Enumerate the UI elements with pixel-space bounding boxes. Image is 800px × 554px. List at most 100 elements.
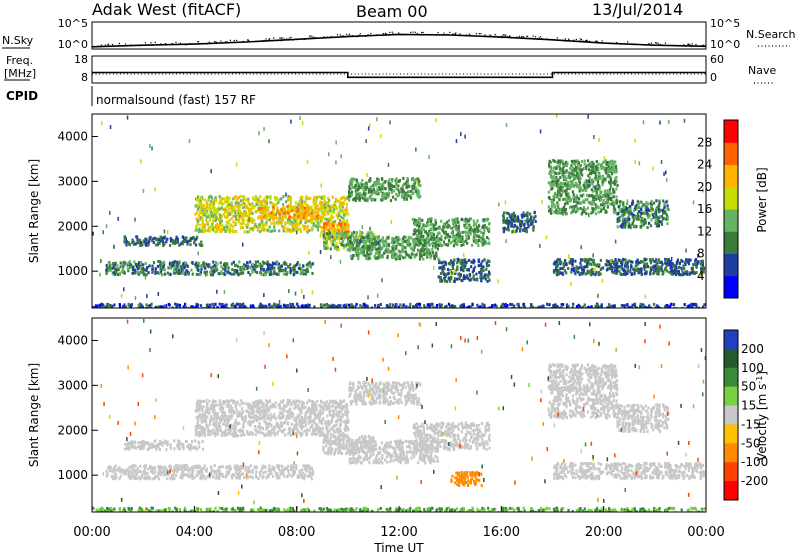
power-cell bbox=[411, 186, 414, 190]
power-cell bbox=[336, 227, 339, 231]
power-cell bbox=[517, 218, 520, 222]
power-cell bbox=[472, 258, 475, 262]
power-cell bbox=[624, 223, 627, 227]
power-cell bbox=[178, 243, 181, 247]
power-cell bbox=[263, 211, 266, 215]
power-cell bbox=[416, 177, 419, 181]
power-cell bbox=[208, 263, 211, 267]
power-cell bbox=[449, 235, 452, 239]
power-cell bbox=[579, 163, 582, 167]
power-cell bbox=[587, 159, 590, 163]
power-cell bbox=[650, 259, 653, 263]
power-cell bbox=[361, 253, 365, 257]
power-cell bbox=[660, 260, 663, 264]
nsky-point bbox=[449, 31, 451, 33]
power-cell bbox=[443, 243, 446, 246]
power-cell bbox=[390, 183, 393, 187]
power-cell bbox=[235, 263, 238, 267]
power-cell bbox=[159, 263, 162, 267]
power-cell bbox=[295, 212, 298, 216]
power-cell bbox=[428, 229, 431, 233]
power-cell bbox=[237, 213, 240, 217]
power-cell bbox=[397, 255, 400, 259]
power-cell bbox=[461, 230, 464, 234]
power-cell bbox=[218, 213, 222, 217]
power-cell bbox=[382, 242, 385, 246]
power-cell bbox=[578, 172, 581, 176]
power-cell bbox=[666, 204, 669, 208]
power-cell bbox=[696, 261, 699, 265]
power-cell bbox=[563, 189, 566, 193]
power-cell bbox=[395, 192, 398, 196]
power-cell bbox=[256, 228, 259, 232]
power-cell bbox=[655, 199, 658, 203]
power-cell bbox=[342, 233, 346, 237]
power-cell bbox=[552, 166, 555, 170]
power-cell bbox=[233, 272, 236, 276]
power-cell bbox=[418, 254, 422, 258]
power-cell bbox=[367, 245, 370, 248]
power-cell bbox=[397, 236, 400, 240]
power-cell bbox=[193, 238, 196, 242]
power-cell bbox=[432, 236, 435, 239]
power-cell bbox=[483, 229, 486, 233]
power-cell bbox=[624, 217, 627, 221]
power-cell bbox=[426, 254, 429, 257]
power-cell bbox=[666, 222, 669, 226]
power-cell bbox=[349, 181, 352, 184]
power-cell bbox=[571, 159, 574, 163]
power-cell bbox=[323, 200, 326, 204]
power-cell bbox=[553, 205, 556, 209]
power-cell bbox=[683, 267, 686, 271]
power-cell bbox=[388, 178, 391, 182]
power-cell bbox=[312, 222, 316, 226]
power-cell bbox=[416, 194, 419, 198]
power-cell bbox=[243, 214, 246, 218]
power-cell bbox=[238, 214, 241, 218]
power-cell bbox=[636, 269, 639, 273]
nsky-point bbox=[526, 35, 529, 37]
power-cell bbox=[270, 222, 273, 225]
power-cell bbox=[413, 242, 416, 246]
power-cell bbox=[599, 198, 602, 202]
power-cell bbox=[563, 262, 566, 266]
nsky-point bbox=[310, 37, 312, 39]
power-cell bbox=[185, 306, 188, 308]
nsky-point bbox=[391, 31, 393, 33]
power-cell bbox=[577, 201, 580, 205]
power-cell bbox=[138, 266, 141, 270]
power-cell bbox=[258, 207, 261, 211]
power-cell bbox=[429, 217, 432, 221]
power-cell bbox=[453, 280, 456, 284]
power-cell bbox=[303, 227, 306, 231]
power-cell bbox=[226, 210, 229, 214]
power-cell bbox=[550, 205, 553, 209]
power-cell bbox=[312, 200, 315, 204]
power-cell bbox=[417, 182, 420, 186]
power-cell bbox=[605, 201, 608, 205]
power-cell bbox=[312, 198, 315, 202]
power-cell bbox=[323, 222, 326, 226]
power-cell bbox=[438, 231, 441, 235]
power-cell bbox=[219, 261, 222, 265]
power-cell bbox=[398, 180, 401, 183]
power-cell bbox=[131, 239, 134, 243]
nsky-point bbox=[521, 37, 523, 39]
power-cell bbox=[620, 266, 623, 270]
power-cell bbox=[451, 267, 455, 270]
power-cell bbox=[590, 188, 593, 192]
power-cell bbox=[426, 237, 430, 241]
power-cell bbox=[568, 176, 572, 179]
power-cell bbox=[531, 222, 534, 226]
power-cell bbox=[450, 241, 453, 245]
power-cell bbox=[513, 216, 516, 220]
power-cell bbox=[239, 199, 243, 203]
power-cell bbox=[588, 262, 591, 266]
power-cell bbox=[214, 230, 217, 234]
power-cell bbox=[244, 264, 247, 268]
power-cell bbox=[654, 215, 657, 218]
power-cell bbox=[582, 184, 585, 187]
power-cell bbox=[372, 183, 375, 187]
power-cell bbox=[324, 236, 327, 240]
power-cell bbox=[451, 218, 454, 222]
